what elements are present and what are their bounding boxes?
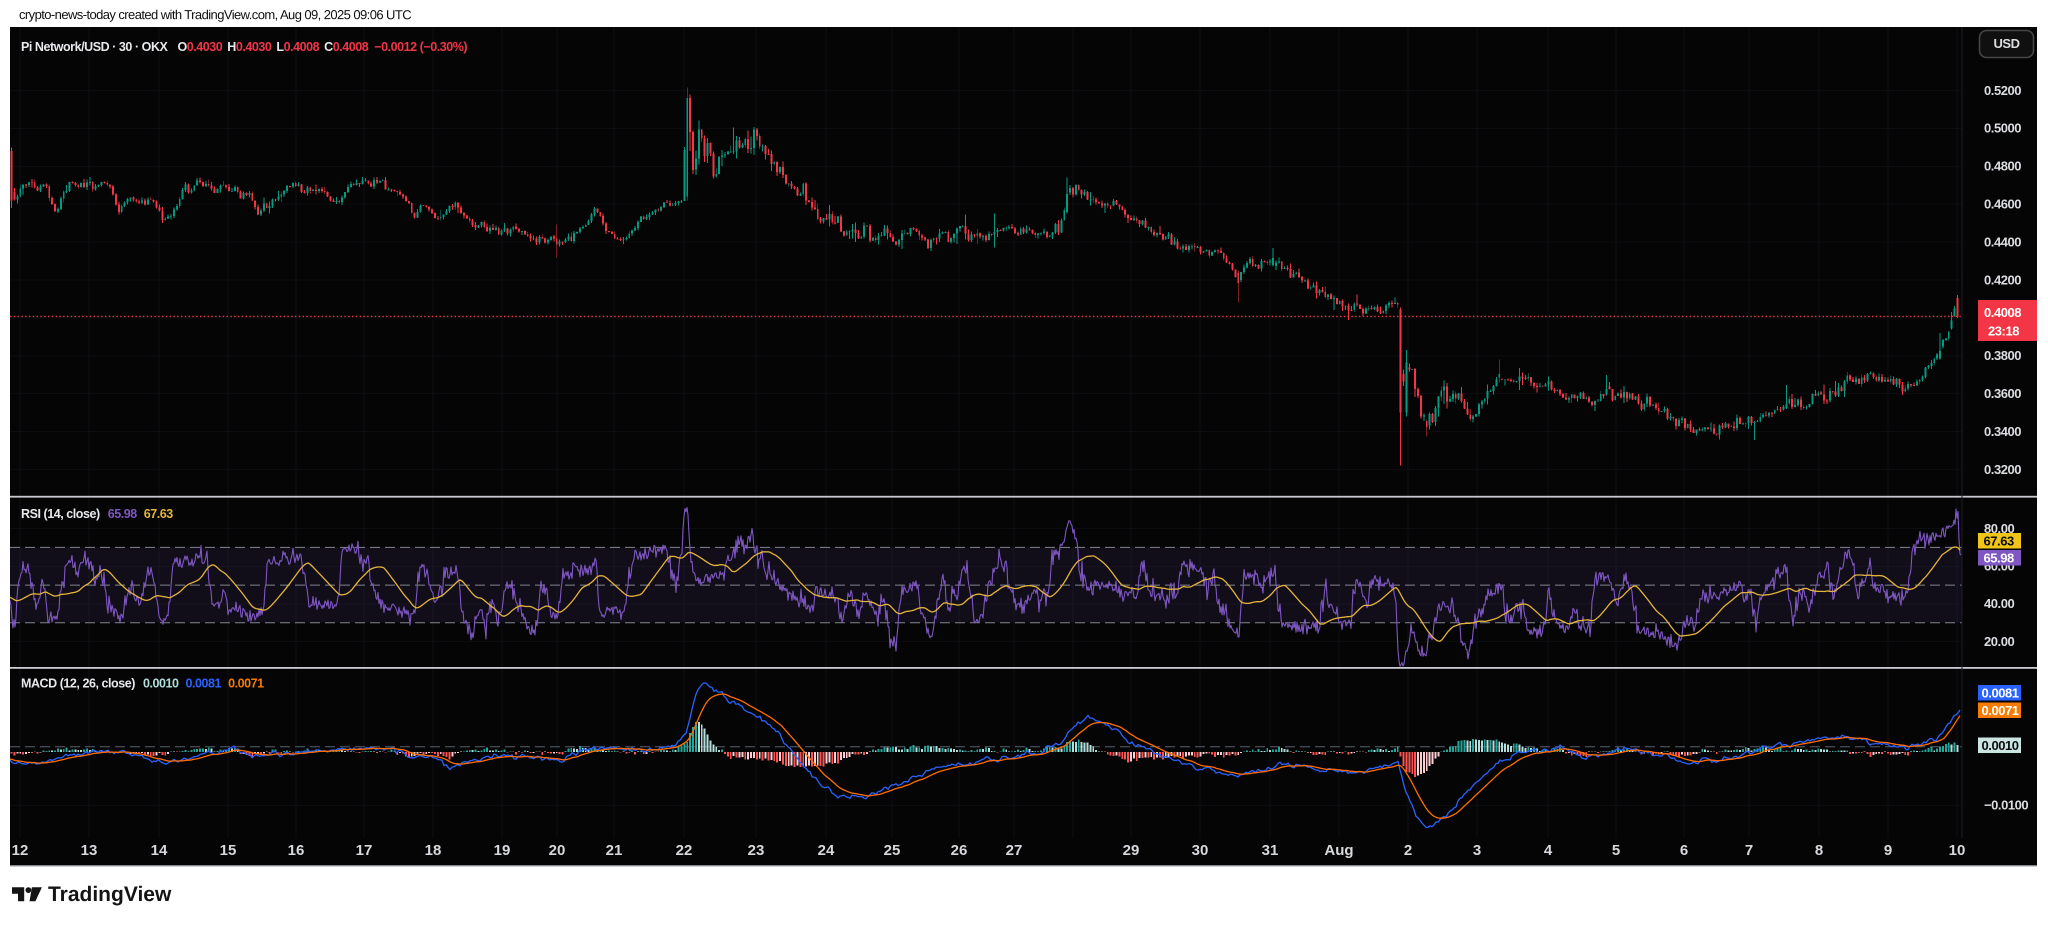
svg-text:0.3800: 0.3800 — [1984, 348, 2021, 363]
svg-text:3: 3 — [1473, 842, 1481, 859]
svg-text:4: 4 — [1544, 842, 1553, 859]
svg-text:18: 18 — [425, 842, 442, 859]
svg-text:0.0071: 0.0071 — [1982, 703, 2019, 718]
svg-text:0.4800: 0.4800 — [1984, 159, 2021, 174]
svg-text:USD: USD — [1993, 36, 2019, 51]
svg-text:12: 12 — [12, 842, 29, 859]
svg-text:0.5000: 0.5000 — [1984, 121, 2021, 136]
svg-text:25: 25 — [884, 842, 901, 859]
svg-text:17: 17 — [356, 842, 373, 859]
svg-text:21: 21 — [606, 842, 623, 859]
svg-text:crypto-news-today created with: crypto-news-today created with TradingVi… — [19, 7, 411, 22]
svg-text:23:18: 23:18 — [1988, 324, 2019, 339]
svg-text:23: 23 — [748, 842, 765, 859]
svg-text:40.00: 40.00 — [1984, 596, 2015, 611]
svg-text:16: 16 — [288, 842, 305, 859]
svg-text:27: 27 — [1006, 842, 1023, 859]
svg-text:7: 7 — [1745, 842, 1753, 859]
svg-text:24: 24 — [818, 842, 835, 859]
svg-text:31: 31 — [1262, 842, 1279, 859]
svg-text:0.4200: 0.4200 — [1984, 272, 2021, 287]
svg-text:20: 20 — [549, 842, 566, 859]
svg-text:67.63: 67.63 — [1984, 534, 2015, 549]
svg-text:29: 29 — [1123, 842, 1140, 859]
svg-text:0.4600: 0.4600 — [1984, 197, 2021, 212]
svg-text:9: 9 — [1884, 842, 1892, 859]
svg-text:10: 10 — [1949, 842, 1966, 859]
svg-text:15: 15 — [220, 842, 237, 859]
svg-text:13: 13 — [81, 842, 98, 859]
svg-text:6: 6 — [1680, 842, 1688, 859]
svg-text:26: 26 — [951, 842, 968, 859]
svg-text:65.98: 65.98 — [1984, 551, 2015, 566]
svg-text:0.4400: 0.4400 — [1984, 234, 2021, 249]
svg-text:Pi Network/USD · 30 · OKX O0.4: Pi Network/USD · 30 · OKX O0.4030 H0.4030… — [21, 40, 467, 54]
svg-text:8: 8 — [1815, 842, 1823, 859]
svg-text:22: 22 — [676, 842, 693, 859]
svg-text:80.00: 80.00 — [1984, 521, 2015, 536]
svg-text:30: 30 — [1192, 842, 1209, 859]
svg-text:0.3600: 0.3600 — [1984, 386, 2021, 401]
svg-text:0.4008: 0.4008 — [1984, 305, 2021, 320]
svg-text:19: 19 — [494, 842, 511, 859]
svg-text:0.3400: 0.3400 — [1984, 424, 2021, 439]
svg-text:0.5200: 0.5200 — [1984, 83, 2021, 98]
svg-text:20.00: 20.00 — [1984, 634, 2015, 649]
svg-text:TradingView: TradingView — [48, 883, 172, 906]
svg-text:Aug: Aug — [1324, 842, 1353, 859]
svg-text:0.3200: 0.3200 — [1984, 462, 2021, 477]
svg-text:−0.0100: −0.0100 — [1984, 798, 2028, 813]
svg-text:2: 2 — [1404, 842, 1412, 859]
svg-text:0.0010: 0.0010 — [1982, 738, 2019, 753]
svg-text:0.0081: 0.0081 — [1982, 686, 2019, 701]
svg-text:14: 14 — [151, 842, 168, 859]
svg-text:5: 5 — [1612, 842, 1620, 859]
